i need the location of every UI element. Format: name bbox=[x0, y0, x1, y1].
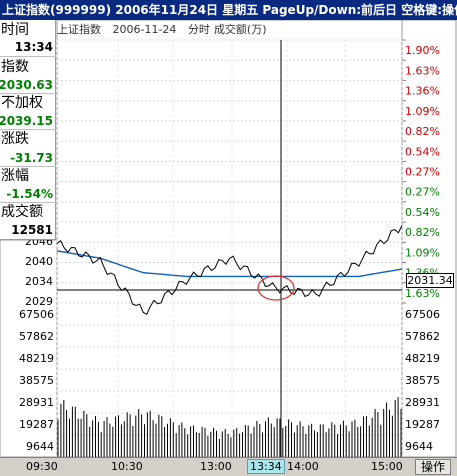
cursor-price-label: 2031.34 bbox=[406, 273, 454, 288]
time-tick: 13:00 bbox=[200, 460, 232, 473]
time-value: 13:34 bbox=[14, 40, 53, 54]
index-value: 2030.63 bbox=[0, 78, 53, 92]
change-label: 涨跌 bbox=[1, 131, 29, 147]
volume-axis-label: 48219 bbox=[19, 352, 54, 365]
pct-axis-label: 1.09% bbox=[405, 246, 440, 259]
noadj-label: 不加权 bbox=[1, 95, 43, 111]
volume-axis-label: 28931 bbox=[19, 396, 54, 409]
date-label: 2006-11-24 bbox=[112, 23, 177, 36]
volume-axis-label-right: 57862 bbox=[405, 330, 440, 343]
volume-axis-label: 38575 bbox=[19, 374, 54, 387]
pct-label: 涨幅 bbox=[1, 168, 29, 184]
right-axis-frame bbox=[401, 20, 457, 458]
time-tick: 10:30 bbox=[111, 460, 143, 473]
left-axis-frame bbox=[0, 239, 58, 458]
volume-axis-label: 57862 bbox=[19, 330, 54, 343]
pct-axis-label: 0.82% bbox=[405, 125, 440, 138]
pct-axis-label: 0.54% bbox=[405, 206, 440, 219]
pct-axis-label: 1.63% bbox=[405, 64, 440, 77]
volume-axis-label-right: 19287 bbox=[405, 418, 440, 431]
time-tick: 15:00 bbox=[371, 460, 403, 473]
plot-frame bbox=[56, 20, 403, 458]
volume-axis-label: 9644 bbox=[26, 440, 54, 453]
info-panel: 时间 13:34 指数 2030.63 不加权 2039.15 涨跌 -31.7… bbox=[0, 20, 56, 240]
separator bbox=[0, 202, 56, 203]
index-name: 上证指数 bbox=[57, 23, 101, 36]
window-title: 上证指数(999999) 2006年11月24日 星期五 PageUp/Down… bbox=[0, 0, 457, 20]
pct-axis-label: 0.27% bbox=[405, 166, 440, 179]
time-tick: 14:00 bbox=[287, 460, 319, 473]
pct-value: -1.54% bbox=[6, 187, 53, 201]
volume-axis-label-right: 67506 bbox=[405, 308, 440, 321]
time-label: 时间 bbox=[1, 22, 29, 38]
time-axis-bar: 09:30 10:30 13:00 13:34 14:00 15:00 操作 bbox=[0, 457, 457, 476]
pct-axis-label: 0.82% bbox=[405, 226, 440, 239]
amount-value: 12581 bbox=[11, 223, 53, 237]
separator bbox=[0, 129, 56, 130]
price-axis-label: 2040 bbox=[25, 255, 53, 268]
pct-axis-label: 0.27% bbox=[405, 186, 440, 199]
volume-axis-label-right: 48219 bbox=[405, 352, 440, 365]
chart-header: 上证指数 2006-11-24 分时 成交额(万) bbox=[57, 21, 275, 39]
volume-axis-label-right: 28931 bbox=[405, 396, 440, 409]
price-axis-label: 2029 bbox=[25, 295, 53, 308]
pct-axis-label: 1.36% bbox=[405, 85, 440, 98]
volume-label: 成交额(万) bbox=[213, 23, 267, 36]
index-label: 指数 bbox=[1, 59, 29, 75]
volume-axis-label-right: 38575 bbox=[405, 374, 440, 387]
mode-label: 分时 bbox=[187, 23, 210, 36]
pct-axis-label: 1.63% bbox=[405, 287, 440, 300]
volume-axis-label-right: 9644 bbox=[405, 440, 433, 453]
intraday-chart: 1.90% 1.63% 1.36% 1.09% 0.82% 0.54% 0.27% 0.27%… bbox=[0, 20, 457, 458]
noadj-value: 2039.15 bbox=[0, 114, 53, 128]
volume-axis-label: 19287 bbox=[19, 418, 54, 431]
price-axis-label: 2034 bbox=[25, 275, 53, 288]
time-tick: 09:30 bbox=[26, 460, 58, 473]
separator bbox=[0, 56, 56, 57]
pct-axis-label: 1.09% bbox=[405, 105, 440, 118]
volume-axis-label: 67506 bbox=[19, 308, 54, 321]
pct-axis-label: 0.54% bbox=[405, 145, 440, 158]
separator bbox=[0, 93, 56, 94]
index-price-line bbox=[56, 225, 403, 315]
separator bbox=[0, 166, 56, 167]
pct-axis-label: 1.90% bbox=[405, 44, 440, 57]
cursor-time-tick: 13:34 bbox=[247, 459, 285, 474]
amount-label: 成交额 bbox=[1, 204, 43, 220]
highlight-circle bbox=[257, 275, 295, 301]
action-button[interactable]: 操作 bbox=[415, 459, 451, 475]
change-value: -31.73 bbox=[10, 151, 53, 165]
chart-area[interactable]: 1.90% 1.63% 1.36% 1.09% 0.82% 0.54% 0.27% 0.27%… bbox=[0, 20, 457, 460]
